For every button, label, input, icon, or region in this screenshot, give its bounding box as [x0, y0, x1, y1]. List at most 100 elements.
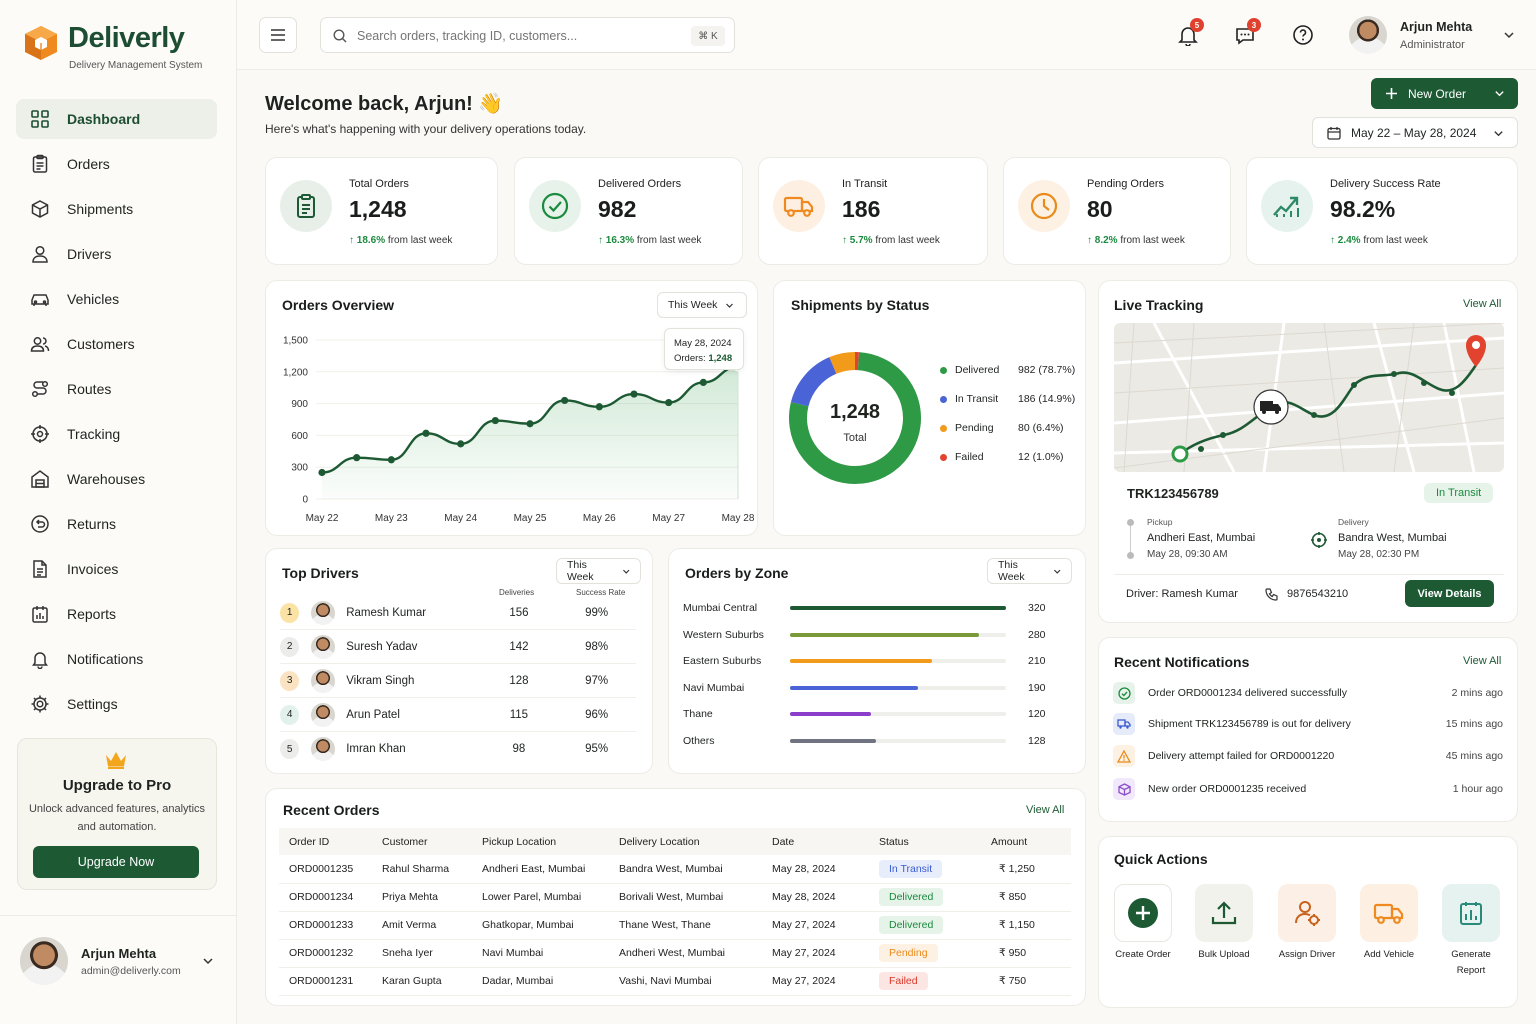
data-point[interactable] — [353, 454, 361, 462]
zone-row[interactable]: Western Suburbs 280 — [683, 622, 1073, 648]
data-point[interactable] — [457, 440, 465, 448]
chevron-down-icon[interactable] — [202, 955, 214, 967]
zone-row[interactable]: Navi Mumbai 190 — [683, 675, 1073, 701]
sidebar-item-vehicles[interactable]: Vehicles — [16, 279, 217, 319]
quick-action-create-order[interactable]: Create Order — [1108, 884, 1178, 960]
data-point[interactable] — [318, 468, 326, 477]
orders-overview-filter[interactable]: This Week — [657, 292, 747, 318]
quick-action-add-vehicle[interactable]: Add Vehicle — [1354, 884, 1424, 960]
messages-button[interactable]: 3 — [1232, 18, 1261, 48]
search-bar[interactable]: ⌘ K — [320, 17, 735, 53]
view-details-button[interactable]: View Details — [1405, 580, 1494, 607]
data-point[interactable] — [526, 420, 534, 428]
sidebar-item-reports[interactable]: Reports — [16, 594, 217, 634]
stat-icon-wrap — [1018, 180, 1070, 232]
notification-item[interactable]: New order ORD0001235 received 1 hour ago — [1113, 773, 1503, 805]
sidebar-user[interactable]: Arjun Mehta admin@deliverly.com — [0, 915, 237, 1024]
chevron-down-icon[interactable] — [1503, 29, 1515, 41]
new-order-button[interactable]: New Order — [1371, 78, 1518, 109]
zone-value: 320 — [1028, 602, 1046, 614]
stat-card-pending-orders[interactable]: Pending Orders 80 ↑ 8.2% from last week — [1003, 157, 1231, 265]
driver-deliveries: 98 — [512, 743, 526, 755]
driver-row[interactable]: 4 Arun Patel 115 96% — [280, 698, 636, 732]
quick-action-assign-driver[interactable]: Assign Driver — [1272, 884, 1342, 960]
stat-card-delivered-orders[interactable]: Delivered Orders 982 ↑ 16.3% from last w… — [514, 157, 743, 265]
driver-row[interactable]: 1 Ramesh Kumar 156 99% — [280, 596, 636, 630]
notification-item[interactable]: Order ORD0001234 delivered successfully … — [1113, 677, 1503, 709]
sidebar-item-routes[interactable]: Routes — [16, 369, 217, 409]
view-all-link[interactable]: View All — [1463, 298, 1502, 310]
stat-card-in-transit[interactable]: In Transit 186 ↑ 5.7% from last week — [758, 157, 988, 265]
data-point[interactable] — [491, 416, 499, 425]
plus-icon — [1386, 88, 1397, 99]
quick-action-generate-report[interactable]: Generate Report — [1436, 884, 1506, 979]
driver-deliveries: 115 — [509, 708, 529, 721]
notification-item[interactable]: Delivery attempt failed for ORD0001220 4… — [1113, 740, 1503, 772]
recent-notifications-card: Recent Notifications View All Order ORD0… — [1098, 637, 1518, 822]
pickup-location: Lower Parel, Mumbai — [482, 891, 582, 903]
zone-row[interactable]: Thane 120 — [683, 701, 1073, 727]
column-header[interactable]: Date — [772, 828, 879, 855]
phone-icon[interactable] — [1265, 587, 1279, 601]
view-all-link[interactable]: View All — [1463, 655, 1502, 667]
column-header[interactable]: Customer — [382, 828, 482, 855]
sidebar-item-invoices[interactable]: Invoices — [16, 549, 217, 589]
data-point[interactable] — [595, 403, 603, 411]
donut-slice[interactable] — [789, 352, 921, 484]
data-point[interactable] — [422, 429, 430, 437]
column-header[interactable]: Status — [879, 828, 991, 855]
zone-row[interactable]: Others 128 — [683, 728, 1073, 754]
driver-phone[interactable]: 9876543210 — [1287, 588, 1349, 600]
data-point[interactable] — [630, 390, 638, 398]
upgrade-now-button[interactable]: Upgrade Now — [33, 846, 199, 878]
sidebar-item-returns[interactable]: Returns — [16, 504, 217, 544]
table-row[interactable]: ORD0001232 Sneha Iyer Navi Mumbai Andheri W… — [279, 939, 1071, 968]
stat-card-total-orders[interactable]: Total Orders 1,248 ↑ 18.6% from last wee… — [265, 157, 498, 265]
data-point[interactable] — [561, 396, 569, 405]
search-input[interactable] — [357, 26, 677, 46]
sidebar-item-drivers[interactable]: Drivers — [16, 234, 217, 274]
view-all-link[interactable]: View All — [1026, 804, 1065, 816]
tracking-map[interactable] — [1114, 323, 1504, 472]
notification-item[interactable]: Shipment TRK123456789 is out for deliver… — [1113, 708, 1503, 740]
zone-row[interactable]: Eastern Suburbs 210 — [683, 648, 1073, 674]
menu-button[interactable] — [259, 17, 297, 53]
table-row[interactable]: ORD0001235 Rahul Sharma Andheri East, Mumb… — [279, 855, 1071, 884]
sidebar-item-tracking[interactable]: Tracking — [16, 414, 217, 454]
column-header[interactable]: Amount — [991, 828, 1071, 855]
column-header[interactable]: Pickup Location — [482, 828, 619, 855]
data-point[interactable] — [665, 398, 673, 407]
data-point[interactable] — [699, 378, 707, 386]
sidebar-item-shipments[interactable]: Shipments — [16, 189, 217, 229]
quick-action-bulk-upload[interactable]: Bulk Upload — [1189, 884, 1259, 960]
donut-slice[interactable] — [790, 357, 837, 407]
sidebar-item-warehouses[interactable]: Warehouses — [16, 459, 217, 499]
table-cell: ₹ 1,150 — [991, 911, 1071, 940]
table-row[interactable]: ORD0001231 Karan Gupta Dadar, Mumbai Vashi,… — [279, 967, 1071, 996]
help-button[interactable] — [1290, 22, 1316, 48]
donut-slice[interactable] — [829, 352, 856, 374]
zone-row[interactable]: Mumbai Central 320 — [683, 595, 1073, 621]
driver-row[interactable]: 5 Imran Khan 98 95% — [280, 732, 636, 766]
x-tick-label: May 26 — [583, 513, 616, 524]
stat-card-delivery-success-rate[interactable]: Delivery Success Rate 98.2% ↑ 2.4% from … — [1246, 157, 1518, 265]
sidebar-item-settings[interactable]: Settings — [16, 684, 217, 724]
date-range-picker[interactable]: May 22 – May 28, 2024 — [1312, 117, 1518, 148]
chevron-down-icon — [1494, 131, 1503, 137]
sidebar-item-customers[interactable]: Customers — [16, 324, 217, 364]
tooltip-date: May 28, 2024 — [674, 338, 732, 349]
notifications-button[interactable]: 5 — [1175, 18, 1204, 48]
data-point[interactable] — [387, 456, 395, 464]
column-header[interactable]: Order ID — [279, 828, 382, 855]
sidebar-item-orders[interactable]: Orders — [16, 144, 217, 184]
avatar[interactable] — [1349, 16, 1387, 54]
orders-by-zone-filter[interactable]: This Week — [987, 558, 1072, 584]
driver-row[interactable]: 3 Vikram Singh 128 97% — [280, 664, 636, 698]
driver-row[interactable]: 2 Suresh Yadav 142 98% — [280, 630, 636, 664]
top-drivers-filter[interactable]: This Week — [556, 558, 641, 584]
table-row[interactable]: ORD0001234 Priya Mehta Lower Parel, Mumbai… — [279, 883, 1071, 912]
sidebar-item-notifications[interactable]: Notifications — [16, 639, 217, 679]
column-header[interactable]: Delivery Location — [619, 828, 772, 855]
sidebar-item-dashboard[interactable]: Dashboard — [16, 99, 217, 139]
table-row[interactable]: ORD0001233 Amit Verma Ghatkopar, Mumbai Tha… — [279, 911, 1071, 940]
